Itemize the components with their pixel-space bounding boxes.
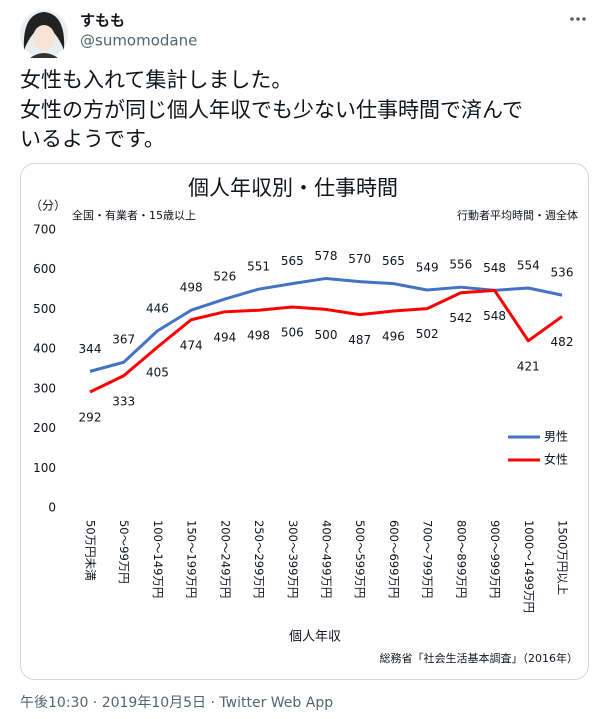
y-tick-label: 500 bbox=[33, 302, 56, 316]
data-label: 500 bbox=[315, 328, 338, 342]
x-tick-label: 600～699万円 bbox=[387, 520, 401, 598]
data-label: 578 bbox=[315, 249, 338, 263]
data-label: 333 bbox=[112, 394, 135, 408]
data-label: 482 bbox=[551, 335, 574, 349]
data-label: 421 bbox=[517, 359, 540, 373]
data-label: 548 bbox=[483, 261, 506, 275]
y-tick-label: 100 bbox=[33, 461, 56, 475]
data-label: 551 bbox=[247, 260, 270, 274]
author-name[interactable]: すもも bbox=[80, 12, 125, 30]
chart: 個人年収別・仕事時間 （分） 全国・有業者・15歳以上 行動者平均時間・週全体 … bbox=[30, 176, 578, 665]
y-tick-label: 0 bbox=[48, 501, 56, 515]
data-label: 405 bbox=[146, 366, 169, 380]
data-label: 565 bbox=[382, 254, 405, 268]
x-axis-label: 個人年収 bbox=[289, 630, 341, 645]
y-unit: （分） bbox=[30, 199, 66, 213]
x-tick-label: 400～499万円 bbox=[320, 520, 334, 598]
y-tick-label: 300 bbox=[33, 381, 56, 395]
x-tick-label: 900～999万円 bbox=[488, 520, 502, 598]
data-label: 565 bbox=[281, 254, 304, 268]
y-tick-label: 600 bbox=[33, 262, 56, 276]
data-label: 487 bbox=[348, 333, 371, 347]
data-label: 502 bbox=[416, 327, 439, 341]
data-label: 506 bbox=[281, 326, 304, 340]
tweet-text: 女性も入れて集計しました。 bbox=[20, 68, 292, 92]
tweet-text: いるようです。 bbox=[20, 127, 165, 151]
legend-label: 女性 bbox=[544, 452, 568, 467]
x-tick-label: 50万円未満 bbox=[84, 520, 98, 581]
data-label: 570 bbox=[348, 252, 371, 266]
data-label: 556 bbox=[449, 258, 472, 272]
media-card[interactable] bbox=[20, 163, 589, 680]
tweet-text: 女性の方が同じ個人年収でも少ない仕事時間で済んで bbox=[20, 98, 523, 122]
chart-title: 個人年収別・仕事時間 bbox=[188, 176, 398, 200]
series-line bbox=[89, 276, 563, 373]
x-tick-label: 200～249万円 bbox=[218, 520, 232, 598]
data-label: 446 bbox=[146, 301, 169, 315]
series-line bbox=[89, 288, 563, 394]
avatar[interactable] bbox=[20, 10, 68, 58]
data-label: 554 bbox=[517, 258, 540, 272]
x-tick-label: 500～599万円 bbox=[353, 520, 367, 598]
data-label: 498 bbox=[180, 281, 203, 295]
timestamp[interactable]: 午後10:30 · 2019年10月5日 · Twitter Web App bbox=[20, 695, 333, 711]
author-handle[interactable]: @sumomodane bbox=[80, 32, 197, 50]
more-menu[interactable] bbox=[570, 17, 586, 21]
data-label: 367 bbox=[112, 333, 135, 347]
y-tick-label: 200 bbox=[33, 421, 56, 435]
subtitle: 全国・有業者・15歳以上 bbox=[72, 208, 196, 222]
data-label: 344 bbox=[79, 342, 102, 356]
x-tick-label: 100～149万円 bbox=[151, 520, 165, 598]
subtitle: 行動者平均時間・週全体 bbox=[457, 208, 578, 222]
data-label: 542 bbox=[449, 311, 472, 325]
x-tick-label: 700～799万円 bbox=[421, 520, 435, 598]
data-label: 474 bbox=[180, 338, 203, 352]
data-label: 536 bbox=[551, 266, 574, 280]
x-tick-label: 1000～1499万円 bbox=[522, 520, 536, 613]
data-label: 494 bbox=[213, 330, 236, 344]
data-label: 549 bbox=[416, 260, 439, 274]
x-tick-label: 300～399万円 bbox=[286, 520, 300, 598]
data-label: 548 bbox=[483, 309, 506, 323]
x-tick-label: 800～899万円 bbox=[454, 520, 468, 598]
data-label: 526 bbox=[213, 270, 236, 284]
data-label: 496 bbox=[382, 330, 405, 344]
legend-label: 男性 bbox=[544, 430, 568, 444]
data-label: 498 bbox=[247, 329, 270, 343]
x-tick-label: 50～99万円 bbox=[117, 520, 131, 584]
source: 総務省「社会生活基本調査」（2016年） bbox=[380, 651, 579, 665]
data-label: 292 bbox=[79, 411, 102, 425]
x-tick-label: 1500万円以上 bbox=[556, 520, 570, 595]
y-tick-label: 400 bbox=[33, 342, 56, 356]
x-tick-label: 150～199万円 bbox=[185, 520, 199, 598]
x-tick-label: 250～299万円 bbox=[252, 520, 266, 598]
y-tick-label: 700 bbox=[33, 223, 56, 237]
